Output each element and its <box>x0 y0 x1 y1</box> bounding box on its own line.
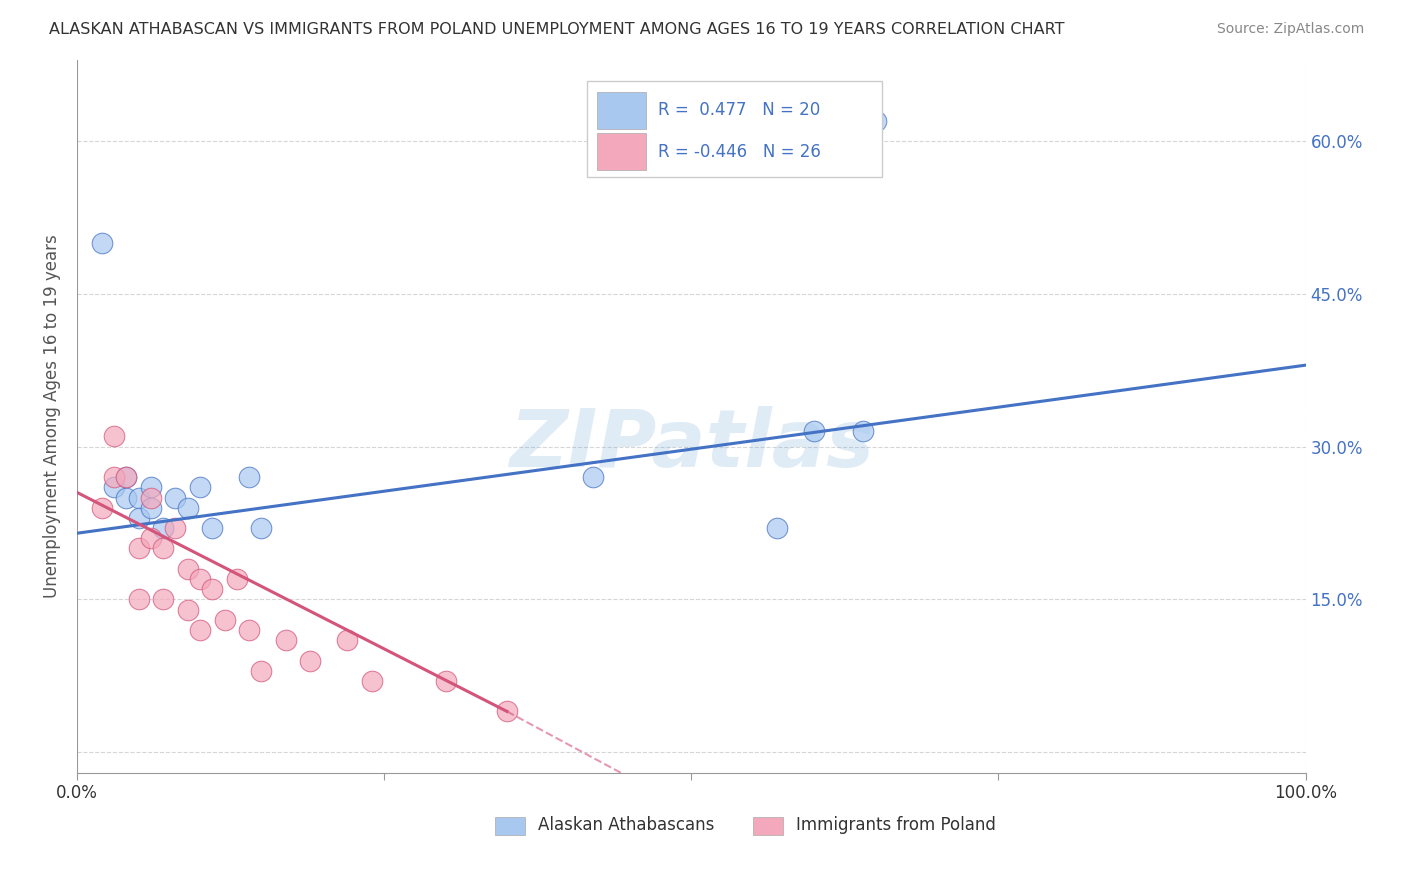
Point <box>225 572 247 586</box>
Point <box>766 521 789 535</box>
Point <box>90 500 112 515</box>
Point <box>496 705 519 719</box>
Text: ALASKAN ATHABASCAN VS IMMIGRANTS FROM POLAND UNEMPLOYMENT AMONG AGES 16 TO 19 YE: ALASKAN ATHABASCAN VS IMMIGRANTS FROM PO… <box>49 22 1064 37</box>
Point <box>238 470 260 484</box>
Point <box>90 235 112 250</box>
Point <box>434 673 457 688</box>
Point <box>201 521 224 535</box>
Point <box>152 521 174 535</box>
Point <box>139 491 162 505</box>
FancyBboxPatch shape <box>586 81 882 178</box>
Point <box>176 602 198 616</box>
Point <box>128 541 150 556</box>
Bar <box>596 92 645 128</box>
Point <box>103 480 125 494</box>
Point <box>274 633 297 648</box>
Point <box>361 673 384 688</box>
Point <box>165 491 187 505</box>
Point <box>139 480 162 494</box>
Point <box>115 470 138 484</box>
Point <box>188 572 211 586</box>
Point <box>115 491 138 505</box>
Text: R = -0.446   N = 26: R = -0.446 N = 26 <box>658 143 821 161</box>
Point <box>201 582 224 597</box>
Text: Source: ZipAtlas.com: Source: ZipAtlas.com <box>1216 22 1364 37</box>
Point <box>336 633 359 648</box>
Bar <box>495 817 526 835</box>
Point <box>139 531 162 545</box>
Point <box>128 592 150 607</box>
Text: Alaskan Athabascans: Alaskan Athabascans <box>537 816 714 834</box>
Point <box>103 429 125 443</box>
Point <box>582 470 605 484</box>
Point <box>128 491 150 505</box>
Point <box>128 511 150 525</box>
Point <box>152 592 174 607</box>
Point <box>214 613 236 627</box>
Point <box>250 521 273 535</box>
Point <box>176 500 198 515</box>
Point <box>865 113 887 128</box>
Point <box>139 500 162 515</box>
Point <box>115 470 138 484</box>
Point <box>803 425 825 439</box>
Point <box>238 623 260 637</box>
Point <box>299 654 322 668</box>
Point <box>250 664 273 678</box>
Point <box>176 562 198 576</box>
Bar <box>596 133 645 170</box>
Point <box>188 623 211 637</box>
Point <box>103 470 125 484</box>
Point <box>188 480 211 494</box>
Bar <box>752 817 783 835</box>
Text: Immigrants from Poland: Immigrants from Poland <box>796 816 995 834</box>
Text: R =  0.477   N = 20: R = 0.477 N = 20 <box>658 101 820 120</box>
Point <box>852 425 875 439</box>
Text: ZIPatlas: ZIPatlas <box>509 406 873 483</box>
Y-axis label: Unemployment Among Ages 16 to 19 years: Unemployment Among Ages 16 to 19 years <box>44 235 60 598</box>
Point <box>165 521 187 535</box>
Point <box>152 541 174 556</box>
